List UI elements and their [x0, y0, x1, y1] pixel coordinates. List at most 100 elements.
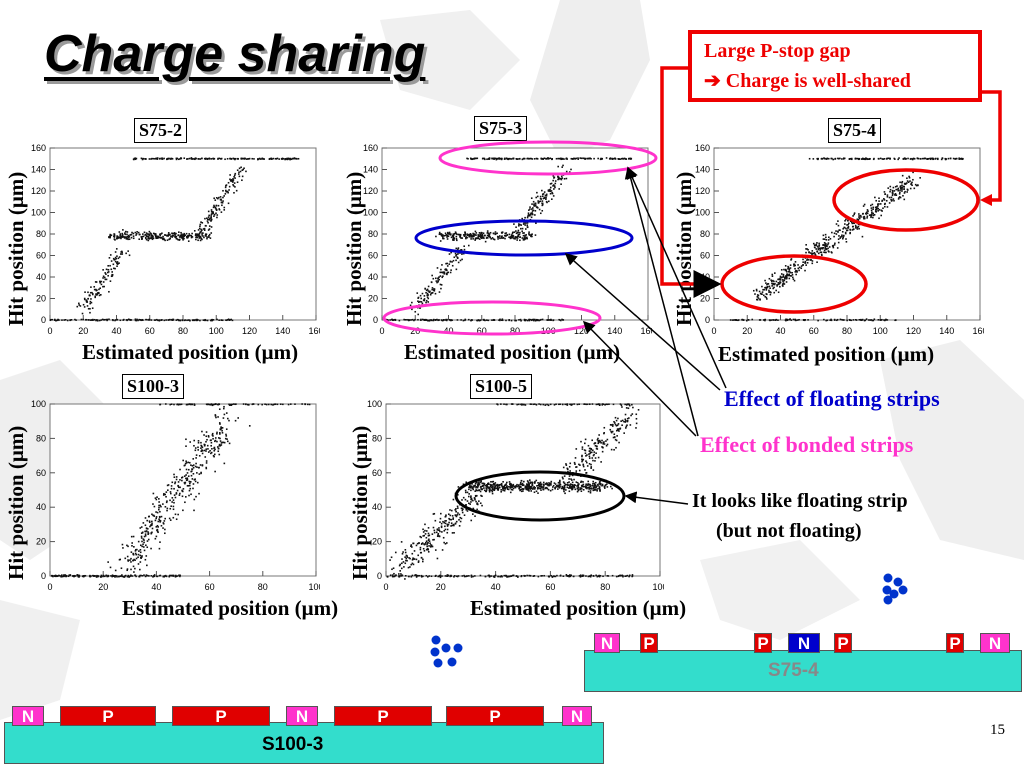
- x-axis-label: Estimated position (μm): [82, 340, 299, 364]
- x-tick-label: 0: [47, 582, 52, 590]
- x-tick-label: 60: [477, 326, 487, 334]
- y-tick-label: 60: [368, 251, 378, 261]
- ellipse-s75-4-upper: [832, 168, 980, 232]
- strip-p-segment: P: [640, 633, 658, 653]
- x-tick-label: 40: [111, 326, 121, 334]
- y-tick-label: 20: [36, 537, 46, 547]
- y-tick-label: 20: [36, 294, 46, 304]
- strip-p-segment: P: [60, 706, 156, 726]
- x-tick-label: 20: [98, 582, 108, 590]
- scatter-plot-s75-4: 0204060801001201401600204060801001201401…: [684, 142, 984, 334]
- x-axis-label: Estimated position (μm): [122, 596, 339, 620]
- y-tick-label: 100: [695, 208, 710, 218]
- x-tick-label: 20: [742, 326, 752, 334]
- x-tick-label: 100: [308, 582, 320, 590]
- x-tick-label: 60: [205, 582, 215, 590]
- y-tick-label: 140: [695, 165, 710, 175]
- ellipse-floating: [414, 219, 634, 257]
- strip-n-segment: N: [980, 633, 1010, 653]
- y-tick-label: 80: [368, 229, 378, 239]
- ellipse-bonded-bottom: [382, 300, 602, 336]
- x-tick-label: 60: [145, 326, 155, 334]
- plot-label-s75-2: S75-2: [134, 118, 188, 143]
- note-box: Large P-stop gap ➔ Charge is well-shared: [688, 30, 982, 102]
- scatter-points: [384, 157, 633, 322]
- y-tick-label: 80: [372, 433, 382, 443]
- strip-n-segment: N: [594, 633, 620, 653]
- slide-title: Charge sharing: [44, 25, 426, 83]
- x-tick-label: 0: [711, 326, 716, 334]
- x-tick-label: 160: [972, 326, 984, 334]
- y-tick-label: 80: [700, 229, 710, 239]
- y-tick-label: 80: [36, 229, 46, 239]
- y-tick-label: 40: [372, 502, 382, 512]
- plot-label-s100-5: S100-5: [470, 374, 533, 399]
- plot-label-s75-4: S75-4: [828, 118, 882, 143]
- strip-p-segment: P: [834, 633, 852, 653]
- x-axis-label: Estimated position (μm): [404, 340, 621, 364]
- y-tick-label: 0: [41, 571, 46, 581]
- x-tick-label: 20: [78, 326, 88, 334]
- scatter-plot-s75-2: 0 20 40 60 80 100 120 140 160 0 20 40 60 80 100 120 140 1…: [20, 142, 320, 334]
- scatter-points: [729, 157, 964, 322]
- x-tick-label: 100: [873, 326, 888, 334]
- annotation-looks-1: It looks like floating strip: [692, 490, 908, 512]
- y-tick-label: 0: [373, 315, 378, 325]
- scatter-points: [386, 403, 640, 580]
- strip-n-segment: N: [562, 706, 592, 726]
- y-tick-label: 20: [372, 537, 382, 547]
- y-tick-label: 60: [700, 251, 710, 261]
- strip-diagram-s75-4: [584, 650, 1022, 692]
- y-tick-label: 20: [368, 294, 378, 304]
- strip-n-segment: N: [286, 706, 318, 726]
- plot-label-s100-3: S100-3: [122, 374, 185, 399]
- y-tick-label: 160: [695, 143, 710, 153]
- strip-p-segment: P: [172, 706, 270, 726]
- y-tick-label: 60: [36, 251, 46, 261]
- x-tick-label: 80: [600, 582, 610, 590]
- y-tick-label: 40: [368, 272, 378, 282]
- x-tick-label: 40: [151, 582, 161, 590]
- x-tick-label: 40: [491, 582, 501, 590]
- y-tick-label: 0: [377, 571, 382, 581]
- x-axis-label: Estimated position (μm): [718, 342, 935, 366]
- y-tick-label: 120: [31, 186, 46, 196]
- ellipse-bonded-top: [438, 140, 658, 176]
- x-tick-label: 160: [308, 326, 320, 334]
- annotation-looks-2: (but not floating): [716, 520, 862, 542]
- x-tick-label: 80: [842, 326, 852, 334]
- scatter-points: [51, 403, 311, 578]
- plot-svg: 0204060801001201401600204060801001201401…: [363, 143, 652, 334]
- annotation-bonded: Effect of bonded strips: [700, 432, 914, 457]
- plot-frame: [385, 403, 661, 577]
- strip-n-segment: N: [12, 706, 44, 726]
- note-line-1: Large P-stop gap: [704, 40, 851, 62]
- y-tick-label: 80: [36, 433, 46, 443]
- y-tick-label: 140: [31, 165, 46, 175]
- y-tick-label: 120: [695, 186, 710, 196]
- x-tick-label: 40: [775, 326, 785, 334]
- x-tick-label: 140: [275, 326, 290, 334]
- note-line-2: ➔ Charge is well-shared: [704, 70, 911, 92]
- x-tick-label: 60: [809, 326, 819, 334]
- y-tick-label: 100: [31, 208, 46, 218]
- x-tick-label: 60: [545, 582, 555, 590]
- strip-p-segment: P: [446, 706, 544, 726]
- plot-svg: 0204060801001201401600204060801001201401…: [31, 143, 320, 334]
- x-tick-label: 80: [510, 326, 520, 334]
- y-tick-label: 40: [36, 272, 46, 282]
- scatter-plot-s100-3: 0 20 40 60 80 100 0 20 40 60 80 100: [20, 398, 320, 590]
- y-tick-label: 40: [36, 502, 46, 512]
- ellipse-s75-4-lower: [720, 254, 868, 314]
- x-tick-label: 140: [939, 326, 954, 334]
- ellipse-s100-5: [454, 470, 626, 522]
- plot-frame: [713, 147, 981, 321]
- y-tick-label: 100: [367, 399, 382, 409]
- plot-frame: [49, 403, 317, 577]
- x-tick-label: 100: [652, 582, 664, 590]
- x-tick-label: 0: [379, 326, 384, 334]
- strip-label-s100-3: S100-3: [262, 734, 324, 755]
- x-tick-label: 20: [436, 582, 446, 590]
- strip-p-segment: P: [754, 633, 772, 653]
